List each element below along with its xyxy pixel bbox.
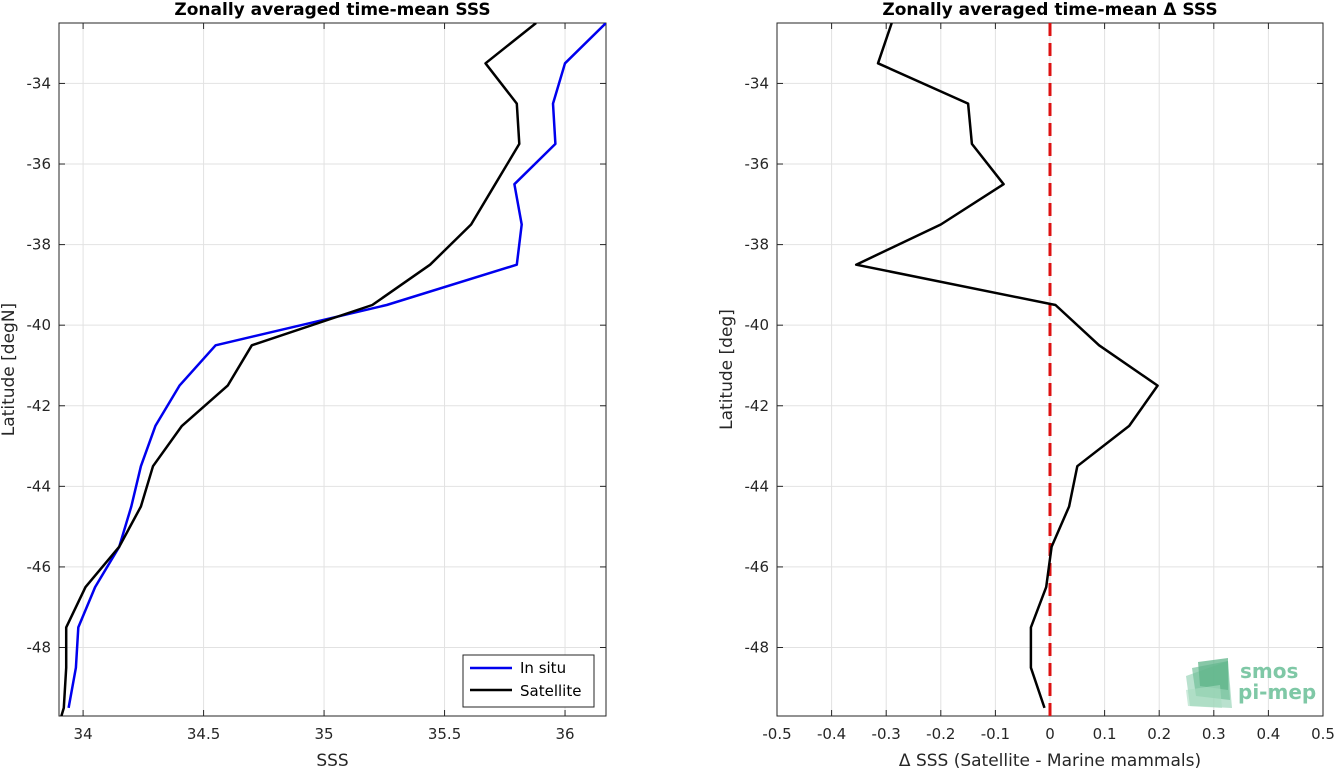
y-tick-label: -42 xyxy=(745,397,770,415)
x-axis-label: Δ SSS (Satellite - Marine mammals) xyxy=(899,751,1201,769)
right-panel-delta-sss: -0.5 -0.4 -0.3 -0.2 -0.1 0 0.1 0.2 0.3 0.4 0.5 -48 -… xyxy=(717,0,1335,769)
y-tick-label: -42 xyxy=(27,397,52,415)
x-tick-label: -0.5 xyxy=(762,725,791,743)
y-tick-label: -38 xyxy=(745,236,770,254)
y-tick-label: -48 xyxy=(745,639,770,657)
y-tick-label: -40 xyxy=(745,316,770,334)
y-tick-label: -38 xyxy=(27,236,52,254)
y-tick-label: -36 xyxy=(27,155,52,173)
y-axis-label: Latitude [degN] xyxy=(0,303,19,436)
y-tick-label: -40 xyxy=(27,316,52,334)
plot-area xyxy=(59,23,606,716)
y-tick-label: -34 xyxy=(745,74,770,92)
axes-box xyxy=(58,22,607,717)
y-axis-label: Latitude [deg] xyxy=(717,309,737,430)
series-line-satellite xyxy=(60,23,537,716)
series-line-in-situ xyxy=(67,23,606,709)
y-tick-label: -44 xyxy=(745,477,770,495)
y-tick-label: -46 xyxy=(745,558,770,576)
x-tick-label: 34.5 xyxy=(187,725,220,743)
legend-box xyxy=(462,654,595,708)
legend-label-in-situ: In situ xyxy=(520,659,566,677)
y-tick-label: -44 xyxy=(27,477,52,495)
x-tick-label: -0.2 xyxy=(926,725,955,743)
left-panel-sss: 34 34.5 35 35.5 36 -48 -46 -44 -42 -40 -38 -36 -34 Zo… xyxy=(0,0,607,769)
y-tick-label: -36 xyxy=(745,155,770,173)
x-tick-label: 0.3 xyxy=(1202,725,1226,743)
x-axis-label: SSS xyxy=(316,751,348,769)
x-tick-label: -0.3 xyxy=(872,725,901,743)
y-tick-label: -46 xyxy=(27,558,52,576)
x-tick-label: 35.5 xyxy=(428,725,461,743)
series-line-delta-sss xyxy=(854,23,1159,709)
x-tick-label: 34 xyxy=(74,725,93,743)
chart-title: Zonally averaged time-mean Δ SSS xyxy=(882,0,1217,20)
logo-text-smos: smos xyxy=(1240,659,1298,683)
legend: In situ Satellite xyxy=(462,654,595,708)
smos-pi-mep-logo: smos pi-mep xyxy=(1186,658,1316,708)
x-tick-label: 0.4 xyxy=(1256,725,1280,743)
x-tick-label: 0.5 xyxy=(1311,725,1335,743)
chart-title: Zonally averaged time-mean SSS xyxy=(174,0,490,20)
x-tick-label: 36 xyxy=(555,725,574,743)
x-tick-label: -0.1 xyxy=(981,725,1010,743)
y-tick-label: -34 xyxy=(27,74,52,92)
legend-label-satellite: Satellite xyxy=(520,682,581,700)
x-tick-label: 0.2 xyxy=(1147,725,1171,743)
x-tick-label: 0 xyxy=(1045,725,1055,743)
x-tick-label: 0.1 xyxy=(1093,725,1117,743)
x-tick-label: 35 xyxy=(315,725,334,743)
x-tick-label: -0.4 xyxy=(817,725,846,743)
logo-text-pi-mep: pi-mep xyxy=(1238,680,1316,704)
logo-mark-icon xyxy=(1186,658,1232,708)
y-tick-label: -48 xyxy=(27,639,52,657)
